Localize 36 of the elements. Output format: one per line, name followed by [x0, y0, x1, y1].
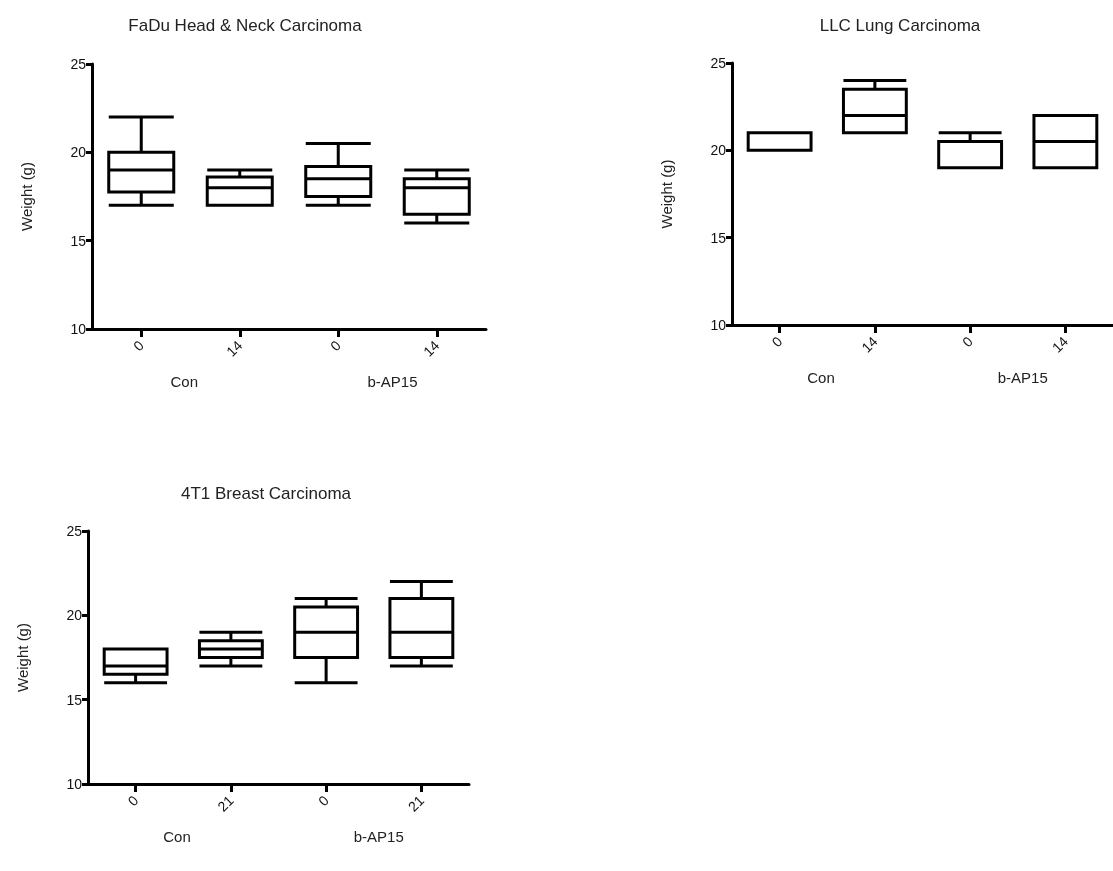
x-tick-label: 14 — [858, 333, 881, 356]
text: Con — [807, 369, 835, 386]
x-tick-label: 0 — [768, 333, 786, 351]
y-tick-label: 20 — [710, 142, 727, 159]
x-tick-label: 14 — [420, 337, 443, 360]
y-tick-label: 15 — [66, 691, 83, 708]
y-tick-label: 10 — [710, 317, 727, 333]
text: Con — [163, 828, 191, 845]
x-tick-label: 21 — [404, 792, 428, 815]
y-tick-label: 25 — [710, 55, 727, 71]
x-tick-label: 0 — [314, 792, 332, 810]
x-tick-label: 0 — [124, 792, 142, 810]
y-tick-label: 10 — [70, 321, 87, 337]
y-tick-label: 15 — [70, 232, 87, 249]
x-tick-label: 0 — [130, 337, 148, 355]
y-tick-label: 25 — [70, 56, 87, 72]
y-tick-label: 20 — [70, 144, 87, 161]
x-tick-label: 14 — [1048, 333, 1072, 356]
y-axis-title: Weight (g) — [658, 159, 675, 229]
x-tick-label: 21 — [214, 792, 237, 815]
chart-title: 4T1 Breast Carcinoma — [180, 484, 352, 503]
text: b-AP15 — [367, 373, 418, 390]
y-tick-label: 15 — [710, 229, 727, 246]
y-tick-label: 25 — [66, 523, 83, 539]
text: b-AP15 — [997, 369, 1048, 386]
text: b-AP15 — [353, 828, 404, 845]
x-tick-label: 0 — [327, 337, 345, 355]
y-tick-label: 10 — [66, 776, 83, 792]
chart-title: LLC Lung Carcinoma — [819, 16, 981, 35]
text: Con — [170, 373, 199, 390]
y-tick-label: 20 — [66, 607, 83, 624]
y-axis-title: Weight (g) — [14, 623, 31, 692]
chart-title: FaDu Head & Neck Carcinoma — [128, 16, 363, 35]
y-axis-title: Weight (g) — [18, 162, 35, 231]
x-tick-label: 0 — [958, 333, 976, 351]
x-tick-label: 14 — [223, 337, 246, 360]
